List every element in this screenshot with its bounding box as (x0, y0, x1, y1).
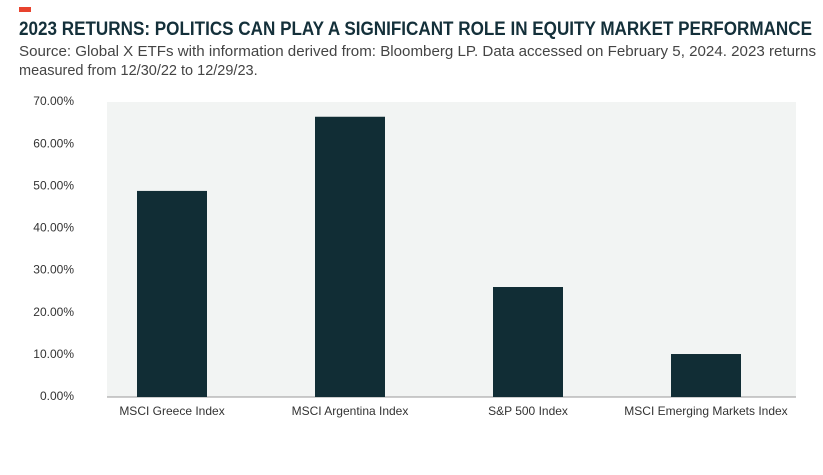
bar (137, 190, 207, 397)
x-tick-label: MSCI Greece Index (119, 404, 224, 418)
plot-background (107, 102, 796, 397)
accent-mark (19, 7, 31, 12)
x-tick-label: MSCI Emerging Markets Index (624, 404, 787, 418)
chart-title: 2023 RETURNS: POLITICS CAN PLAY A SIGNIF… (19, 19, 812, 40)
y-tick-label: 50.00% (33, 178, 74, 192)
y-tick-label: 70.00% (33, 94, 74, 108)
y-tick-label: 40.00% (33, 221, 74, 235)
chart-subtitle: measured from 12/30/22 to 12/29/23. (19, 63, 258, 79)
y-tick-label: 60.00% (33, 136, 74, 150)
y-tick-label: 20.00% (33, 305, 74, 319)
bar (315, 116, 385, 397)
y-tick-label: 30.00% (33, 263, 74, 277)
bar (671, 354, 741, 397)
bar (493, 287, 563, 397)
y-tick-label: 0.00% (40, 389, 74, 403)
x-tick-label: S&P 500 Index (488, 404, 568, 418)
y-tick-label: 10.00% (33, 347, 74, 361)
x-tick-label: MSCI Argentina Index (292, 404, 409, 418)
chart-subtitle: Source: Global X ETFs with information d… (19, 44, 816, 60)
